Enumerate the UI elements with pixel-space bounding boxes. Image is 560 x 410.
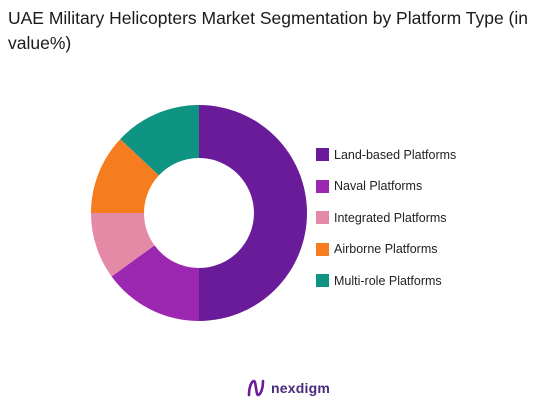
- legend: Land-based Platforms Naval Platforms Int…: [316, 146, 456, 304]
- legend-label-naval: Naval Platforms: [334, 179, 423, 193]
- brand-watermark: nexdigm: [246, 378, 330, 398]
- legend-item-integrated[interactable]: Integrated Platforms: [316, 209, 456, 226]
- nexdigm-logo-icon: [247, 379, 265, 397]
- brand-text: nexdigm: [271, 380, 330, 396]
- slice-integrated[interactable]: [91, 213, 155, 277]
- legend-swatch-integrated: [316, 211, 329, 224]
- legend-swatch-naval: [316, 179, 329, 193]
- legend-item-land-based[interactable]: Land-based Platforms: [316, 146, 456, 163]
- legend-swatch-land-based: [316, 148, 329, 161]
- slice-land-based[interactable]: [199, 105, 307, 321]
- legend-item-multi-role[interactable]: Multi-role Platforms: [316, 272, 456, 289]
- legend-label-multi-role: Multi-role Platforms: [334, 273, 442, 288]
- slice-multi-role[interactable]: [120, 105, 199, 176]
- legend-label-airborne: Airborne Platforms: [334, 242, 438, 256]
- legend-swatch-airborne: [316, 242, 329, 256]
- legend-item-airborne[interactable]: Airborne Platforms: [316, 241, 456, 258]
- legend-label-integrated: Integrated Platforms: [334, 210, 447, 225]
- legend-label-land-based: Land-based Platforms: [334, 147, 457, 162]
- legend-item-naval[interactable]: Naval Platforms: [316, 178, 456, 195]
- slice-airborne[interactable]: [91, 139, 159, 213]
- legend-swatch-multi-role: [316, 274, 329, 287]
- chart-title: UAE Military Helicopters Market Segmenta…: [8, 8, 529, 53]
- slice-naval[interactable]: [111, 245, 199, 321]
